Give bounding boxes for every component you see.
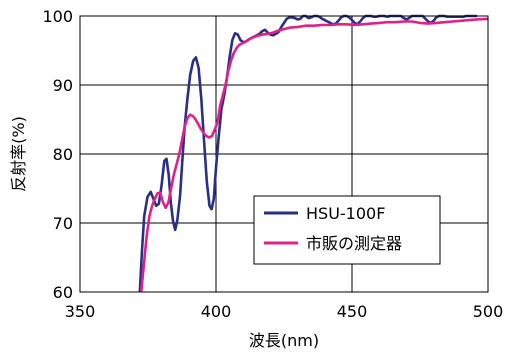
y-tick-label: 90 [53, 76, 73, 95]
y-tick-label: 70 [53, 214, 73, 233]
x-tick-label: 350 [65, 302, 96, 321]
legend-label-hsu-100f: HSU-100F [306, 204, 385, 223]
y-tick-label: 80 [53, 145, 73, 164]
y-axis-label: 反射率(%) [9, 116, 28, 192]
x-tick-label: 400 [201, 302, 232, 321]
x-tick-label: 500 [473, 302, 504, 321]
plot-frame [79, 15, 489, 293]
legend-box [253, 195, 441, 265]
legend-label-commercial-meter: 市販の測定器 [306, 234, 402, 253]
legend: HSU-100F 市販の測定器 [253, 195, 441, 265]
y-tick-label: 100 [42, 7, 73, 26]
series-line-1 [139, 17, 489, 293]
y-tick-label: 60 [53, 283, 73, 302]
x-tick-label: 450 [337, 302, 368, 321]
x-axis-label: 波長(nm) [249, 331, 319, 350]
